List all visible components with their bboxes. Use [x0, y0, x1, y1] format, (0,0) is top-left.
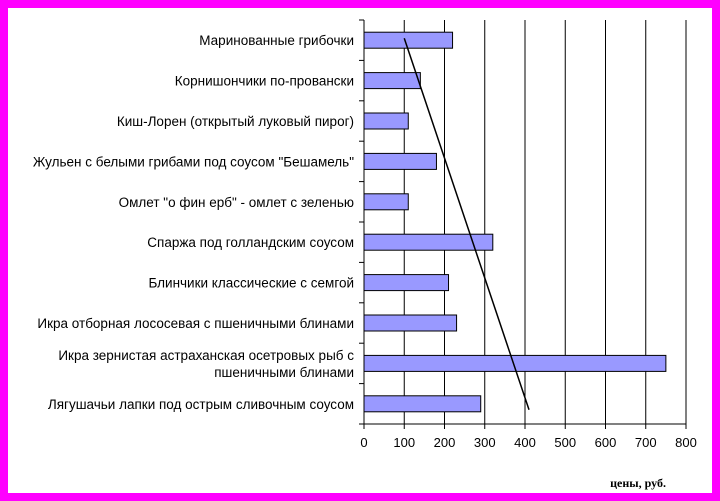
category-label-1: Маринованные грибочки [199, 33, 354, 48]
category-label-2: Корнишончики по-провански [175, 74, 354, 89]
x-tick-label-700: 700 [635, 435, 657, 450]
category-label-3: Киш-Лорен (открытый луковый пирог) [117, 114, 354, 129]
x-axis-title: цены, руб. [610, 476, 666, 490]
x-tick-label-100: 100 [393, 435, 415, 450]
bar-5 [363, 193, 409, 211]
category-label-5: Омлет "о фин ерб" - омлет с зеленью [119, 195, 354, 210]
category-label-10: Лягушачьи лапки под острым сливочным соу… [48, 397, 354, 412]
bar-layer [363, 31, 667, 413]
x-tick-label-400: 400 [514, 435, 536, 450]
category-label-8: Икра отборная лососевая с пшеничными бли… [37, 316, 354, 331]
label-layer: 0 100 200 300 400 500 600 700 800 Маринованные гр… [33, 33, 697, 450]
bar-4 [363, 152, 437, 170]
bar-1 [363, 31, 454, 49]
x-tick-label-200: 200 [434, 435, 456, 450]
category-label-4: Жульен с белыми грибами под соусом "Беша… [33, 154, 354, 169]
category-label-9: Икра зернистая астраханская осетровых ры… [58, 348, 354, 380]
bar-2 [363, 72, 421, 90]
bar-10 [363, 395, 482, 413]
trend-line [403, 37, 530, 411]
bar-7 [363, 274, 450, 292]
x-tick-label-800: 800 [675, 435, 697, 450]
x-tick-label-300: 300 [474, 435, 496, 450]
x-tick-label-500: 500 [554, 435, 576, 450]
x-tick-label-0: 0 [360, 435, 367, 450]
axis-layer [359, 19, 687, 429]
category-label-6: Спаржа под голландским соусом [147, 235, 354, 250]
trend-layer [403, 37, 530, 411]
x-tick-label-600: 600 [595, 435, 617, 450]
category-label-7: Блинчики классические с семгой [148, 276, 354, 291]
bar-8 [363, 314, 458, 332]
bar-3 [363, 112, 409, 130]
